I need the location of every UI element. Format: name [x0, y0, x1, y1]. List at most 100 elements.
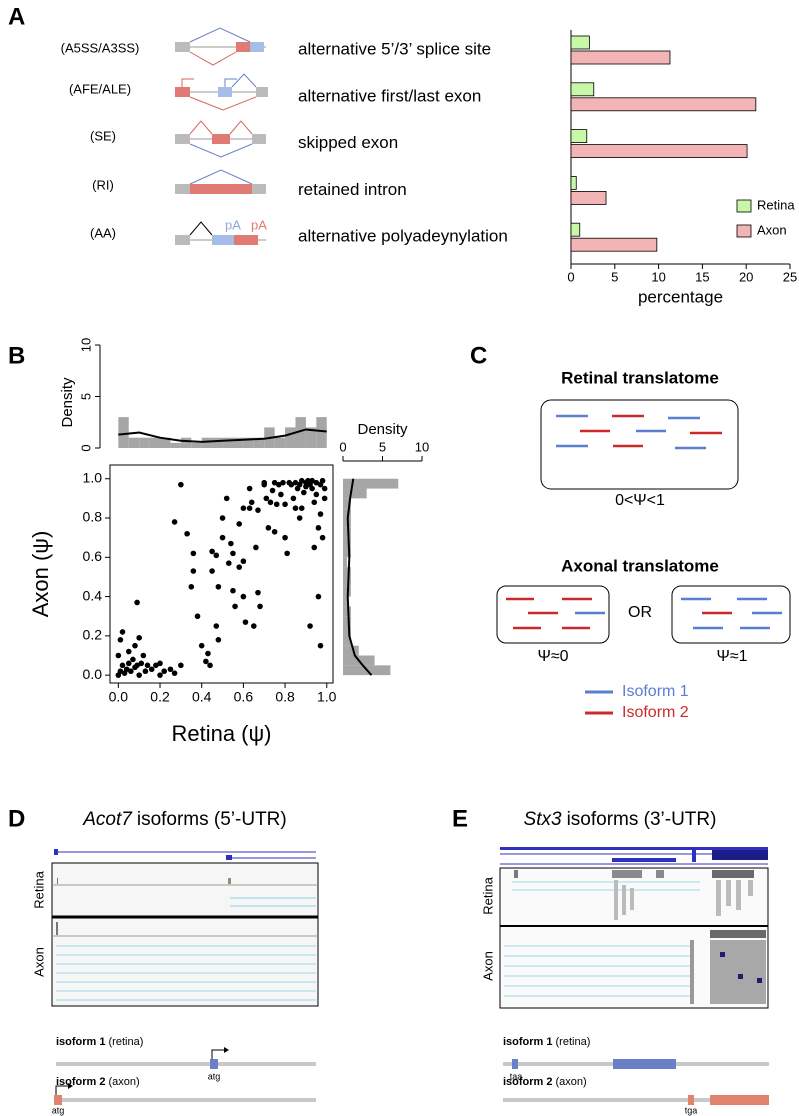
- histogram-bar: [274, 437, 286, 448]
- x-tick-label: 0: [339, 439, 346, 454]
- point: [171, 519, 178, 525]
- point: [134, 599, 140, 606]
- point: [209, 548, 215, 555]
- point: [142, 668, 149, 675]
- track-label: Axon: [31, 947, 46, 977]
- histogram-bar: [285, 427, 296, 448]
- bar: [570, 237, 658, 252]
- isoform-label: isoform 1 (retina): [56, 1036, 143, 1048]
- point: [157, 672, 163, 678]
- browser-tracks: [51, 849, 319, 1105]
- point: [219, 534, 226, 541]
- legend-label: Axon: [757, 222, 787, 237]
- point: [240, 558, 247, 565]
- point: [178, 662, 184, 669]
- point: [263, 495, 270, 502]
- point: [215, 583, 222, 590]
- point: [269, 487, 276, 494]
- psi-label: Ψ≈0: [537, 648, 568, 665]
- point: [203, 658, 209, 665]
- point: [301, 489, 307, 496]
- category-label: skipped exon: [298, 133, 398, 152]
- histogram-bar: [343, 557, 347, 568]
- point: [288, 481, 295, 488]
- point: [178, 481, 184, 488]
- point: [251, 623, 257, 629]
- point: [157, 660, 163, 667]
- x-tick-label: 1.0: [317, 689, 337, 705]
- isoform-sample: (retina): [109, 1036, 144, 1048]
- point: [284, 550, 290, 557]
- histogram-bar: [343, 567, 351, 577]
- point: [309, 485, 315, 492]
- x-axis-title: Density: [357, 421, 408, 438]
- point: [184, 530, 190, 537]
- point: [128, 668, 134, 675]
- histogram-bar: [149, 437, 161, 448]
- point: [232, 603, 238, 610]
- point: [313, 491, 320, 498]
- histogram-bar: [343, 626, 351, 636]
- histogram-bar: [118, 417, 129, 448]
- legend-swatch: [736, 199, 752, 213]
- point: [194, 613, 201, 620]
- point: [230, 587, 236, 594]
- point: [136, 672, 142, 678]
- x-tick-label: 15: [695, 269, 709, 284]
- point: [296, 515, 303, 521]
- point: [267, 499, 274, 506]
- point: [282, 501, 288, 508]
- y-tick-label: 0.0: [83, 666, 103, 682]
- x-tick-label: 0.8: [275, 689, 295, 705]
- point: [171, 670, 178, 676]
- translatome-box: [496, 585, 610, 644]
- event-code: (AA): [90, 225, 116, 240]
- point: [307, 623, 313, 629]
- x-tick-label: 25: [783, 269, 797, 284]
- point: [319, 477, 326, 484]
- point: [215, 636, 222, 643]
- point: [298, 477, 305, 484]
- title-rest: isoforms (3’-UTR): [567, 809, 717, 830]
- or-label: OR: [628, 604, 652, 621]
- isoform-label: isoform 2 (axon): [56, 1076, 140, 1088]
- isoform-dashes: [506, 414, 782, 630]
- legend-label: Retina: [757, 197, 795, 212]
- density-curve: [346, 478, 373, 676]
- polya-label: pA: [251, 217, 267, 232]
- gene-name: Stx3: [524, 809, 562, 830]
- point: [125, 660, 132, 667]
- y-tick-label: 0.2: [83, 627, 103, 643]
- event-code: (SE): [90, 128, 116, 143]
- point: [255, 589, 261, 596]
- x-axis-title: percentage: [638, 287, 723, 306]
- histogram-bar: [343, 616, 351, 627]
- point: [280, 479, 286, 486]
- histogram-bar: [139, 437, 150, 448]
- y-tick-label: 0.4: [83, 587, 103, 603]
- event-code: (AFE/ALE): [69, 81, 131, 96]
- psi-label: Ψ≈1: [716, 648, 747, 665]
- point: [309, 477, 315, 484]
- panel-label: D: [8, 805, 25, 832]
- point: [228, 540, 234, 547]
- point: [125, 648, 132, 655]
- isoform-label: isoform 1 (retina): [503, 1036, 590, 1048]
- point: [311, 499, 318, 506]
- codon-label: taa: [510, 1071, 523, 1081]
- bar: [570, 50, 671, 65]
- histogram-bar: [343, 645, 359, 656]
- point: [236, 564, 243, 570]
- isoform-name: isoform 1: [56, 1036, 106, 1048]
- x-tick-label: 10: [415, 439, 429, 454]
- axonal-title: Axonal translatome: [561, 556, 719, 575]
- histogram-bar: [305, 427, 317, 448]
- x-tick-label: 10: [651, 269, 665, 284]
- point: [219, 515, 226, 521]
- histogram-bar: [243, 437, 254, 448]
- point: [303, 483, 309, 490]
- track-label: Retina: [480, 876, 495, 914]
- translatome-box: [671, 585, 791, 644]
- point: [198, 642, 205, 649]
